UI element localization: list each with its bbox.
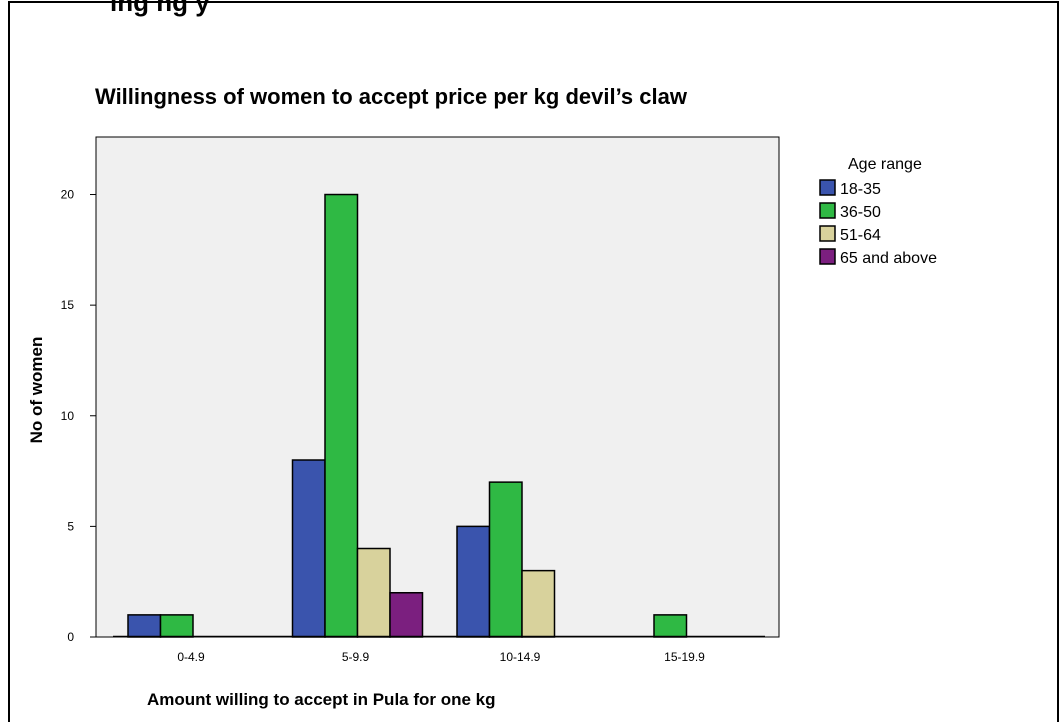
y-tick-label: 20: [61, 188, 75, 202]
bars-group: [127, 193, 688, 638]
x-tick-label: 15-19.9: [664, 650, 705, 664]
bar: [127, 614, 162, 638]
plot-area: [95, 136, 780, 638]
y-tick-label: 15: [61, 298, 75, 312]
y-tick-label: 0: [67, 630, 74, 644]
legend-label: 51-64: [840, 227, 881, 244]
bar: [521, 569, 556, 638]
outer-frame: [8, 1, 1059, 722]
bar: [488, 481, 523, 638]
legend-label: 36-50: [840, 204, 881, 221]
chart-title: Willingness of women to accept price per…: [95, 84, 688, 109]
y-axis-label: No of women: [27, 337, 46, 444]
x-tick-label: 10-14.9: [500, 650, 541, 664]
legend-label: 18-35: [840, 181, 881, 198]
truncated-heading: ing ng y: [110, 0, 210, 17]
legend-label: 65 and above: [840, 250, 937, 267]
legend: Age range 18-35 36-50 51-64 65 and above: [819, 156, 937, 267]
bar: [389, 592, 424, 638]
legend-swatch: [819, 225, 836, 242]
legend-swatch: [819, 202, 836, 219]
bar: [324, 193, 359, 638]
legend-title: Age range: [848, 156, 922, 173]
legend-swatch: [819, 248, 836, 265]
y-tick-label: 10: [61, 409, 75, 423]
x-tick-label: 0-4.9: [177, 650, 205, 664]
bar: [456, 525, 491, 638]
x-axis: 0-4.9 5-9.9 10-14.9 15-19.9: [113, 635, 765, 664]
y-axis: 0 5 10 15 20: [61, 188, 96, 644]
bar: [356, 547, 391, 638]
x-axis-label: Amount willing to accept in Pula for one…: [147, 690, 496, 709]
legend-swatch: [819, 179, 836, 196]
bar: [653, 614, 688, 638]
y-tick-label: 5: [67, 519, 74, 533]
x-tick-label: 5-9.9: [342, 650, 370, 664]
bar: [291, 459, 326, 638]
bar: [159, 614, 194, 638]
